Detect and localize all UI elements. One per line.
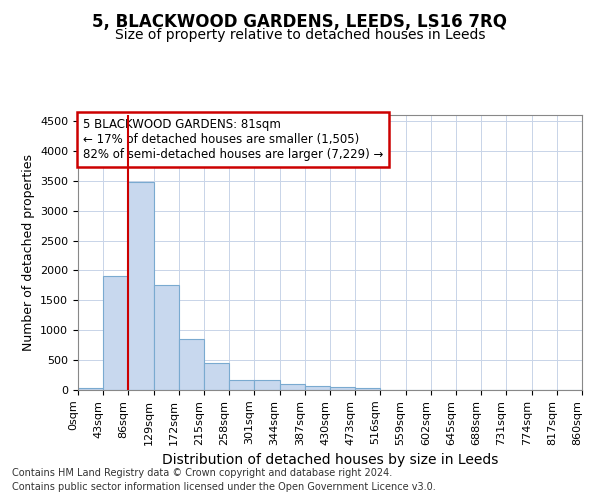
Text: Contains public sector information licensed under the Open Government Licence v3: Contains public sector information licen… [12, 482, 436, 492]
Y-axis label: Number of detached properties: Number of detached properties [22, 154, 35, 351]
Bar [280, 384, 305, 390]
Bar [103, 276, 128, 390]
Text: 5, BLACKWOOD GARDENS, LEEDS, LS16 7RQ: 5, BLACKWOOD GARDENS, LEEDS, LS16 7RQ [92, 12, 508, 30]
X-axis label: Distribution of detached houses by size in Leeds: Distribution of detached houses by size … [162, 453, 498, 467]
Bar [128, 182, 154, 390]
Bar [78, 388, 103, 390]
Bar [154, 285, 179, 390]
Bar [254, 380, 280, 390]
Bar [204, 363, 229, 390]
Bar [330, 387, 355, 390]
Bar [355, 388, 380, 390]
Bar [305, 386, 330, 390]
Text: Size of property relative to detached houses in Leeds: Size of property relative to detached ho… [115, 28, 485, 42]
Bar [179, 339, 204, 390]
Bar [229, 380, 254, 390]
Text: 5 BLACKWOOD GARDENS: 81sqm
← 17% of detached houses are smaller (1,505)
82% of s: 5 BLACKWOOD GARDENS: 81sqm ← 17% of deta… [83, 118, 383, 161]
Text: Contains HM Land Registry data © Crown copyright and database right 2024.: Contains HM Land Registry data © Crown c… [12, 468, 392, 477]
